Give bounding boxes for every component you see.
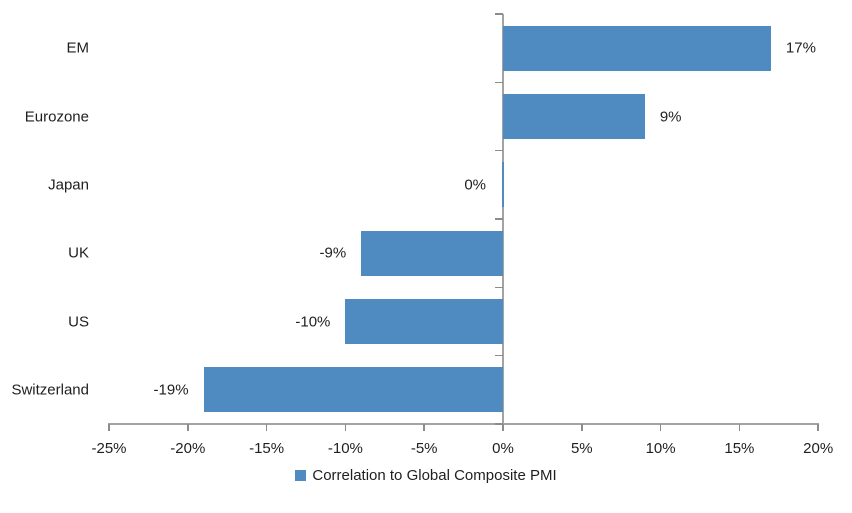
- x-axis-tick: [659, 424, 662, 431]
- y-axis-tick: [495, 13, 503, 15]
- x-axis-tick: [187, 424, 189, 431]
- x-tick-label--10-: -10%: [327, 440, 363, 457]
- x-tick-label-0-: 0%: [492, 440, 514, 457]
- value-label-eurozone: 9%: [659, 108, 682, 125]
- x-axis-line: [108, 423, 820, 425]
- x-axis-tick: [502, 424, 504, 431]
- y-axis-tick: [495, 81, 503, 84]
- x-tick-label-15-: 15%: [724, 440, 755, 457]
- y-axis-tick: [495, 423, 503, 425]
- y-axis-line: [502, 14, 504, 424]
- value-label-switzerland: -19%: [153, 381, 189, 399]
- x-tick-label-20-: 20%: [803, 440, 834, 457]
- value-label-uk: -9%: [319, 244, 347, 262]
- y-axis-tick: [495, 218, 503, 220]
- bar-em: [503, 25, 771, 71]
- category-label-japan: Japan: [48, 176, 89, 194]
- x-axis-tick: [817, 424, 819, 431]
- x-axis-tick: [423, 424, 425, 431]
- bar-japan: [501, 162, 504, 208]
- bar-switzerland: [203, 367, 503, 413]
- category-label-uk: UK: [68, 244, 89, 262]
- x-tick-label-5-: 5%: [570, 440, 593, 457]
- x-axis-tick: [738, 424, 741, 431]
- category-label-switzerland: Switzerland: [11, 381, 89, 399]
- legend-swatch: [295, 470, 307, 481]
- bar-uk: [361, 230, 503, 276]
- value-label-em: 17%: [785, 39, 816, 57]
- bar-us: [345, 299, 503, 344]
- bar-eurozone: [503, 94, 645, 139]
- value-label-japan: 0%: [464, 176, 486, 194]
- x-tick-label-10-: 10%: [645, 440, 676, 457]
- y-axis-tick: [495, 149, 503, 152]
- category-label-em: EM: [66, 39, 90, 57]
- x-axis-tick: [581, 424, 583, 431]
- y-axis-tick: [495, 354, 503, 357]
- x-tick-label--15-: -15%: [249, 440, 285, 457]
- value-label-us: -10%: [295, 313, 331, 330]
- x-tick-label--25-: -25%: [91, 440, 127, 457]
- category-label-eurozone: Eurozone: [24, 108, 89, 125]
- x-axis-tick: [344, 424, 347, 431]
- legend: Correlation to Global Composite PMI: [0, 467, 852, 484]
- x-axis-tick: [108, 424, 110, 431]
- x-tick-label--20-: -20%: [170, 440, 206, 457]
- legend-label: Correlation to Global Composite PMI: [312, 467, 557, 484]
- x-axis-tick: [265, 424, 268, 431]
- y-axis-tick: [495, 286, 503, 289]
- category-label-us: US: [68, 313, 89, 330]
- x-tick-label--5-: -5%: [410, 440, 438, 457]
